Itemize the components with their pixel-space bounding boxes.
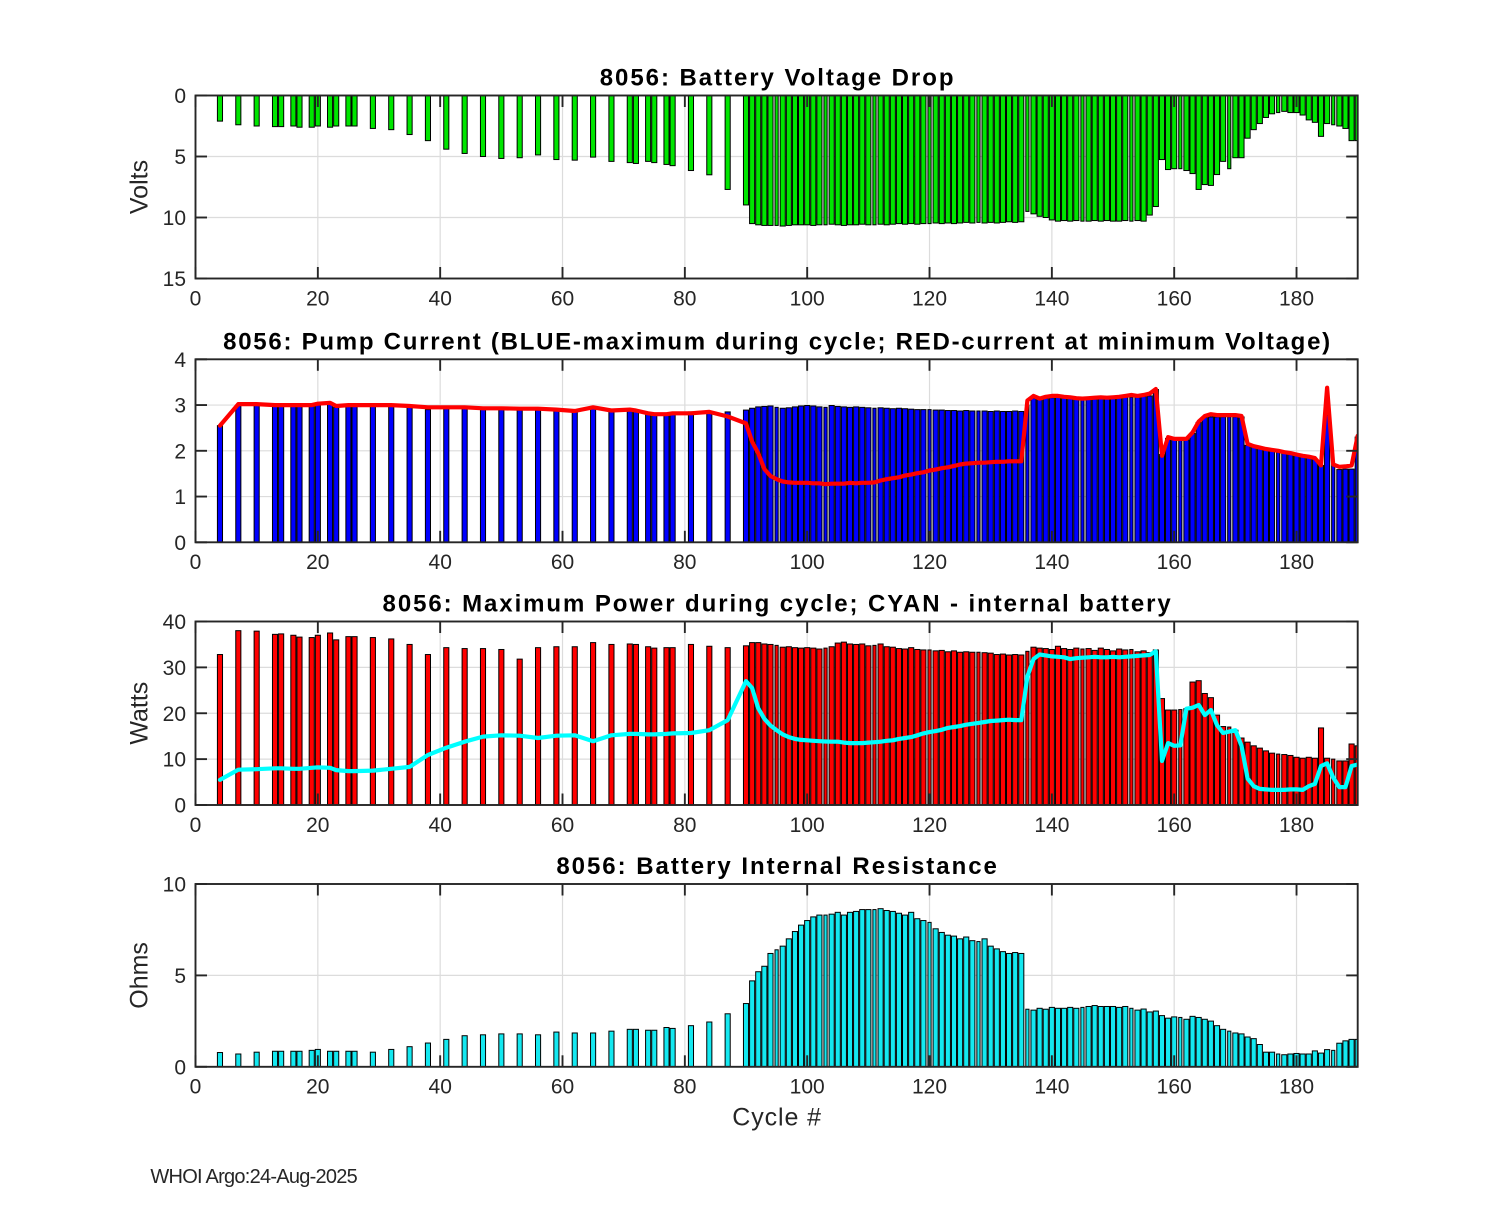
svg-text:0: 0 xyxy=(190,287,202,310)
svg-text:Ohms: Ohms xyxy=(126,942,154,1009)
svg-text:40: 40 xyxy=(429,287,452,310)
svg-text:0: 0 xyxy=(174,795,186,818)
svg-text:2: 2 xyxy=(174,440,186,463)
svg-text:20: 20 xyxy=(163,703,186,726)
svg-text:3: 3 xyxy=(174,395,186,418)
svg-text:Watts: Watts xyxy=(126,682,154,745)
svg-text:5: 5 xyxy=(174,146,186,169)
svg-text:100: 100 xyxy=(790,287,825,310)
svg-text:8056: Battery Voltage Drop: 8056: Battery Voltage Drop xyxy=(600,65,956,92)
svg-text:1: 1 xyxy=(174,486,186,509)
svg-text:8056: Battery Internal Resista: 8056: Battery Internal Resistance xyxy=(556,853,999,880)
svg-text:10: 10 xyxy=(163,874,186,897)
svg-text:0: 0 xyxy=(174,1056,186,1079)
svg-text:160: 160 xyxy=(1157,551,1192,574)
svg-text:60: 60 xyxy=(551,1076,574,1099)
svg-text:15: 15 xyxy=(163,268,186,291)
svg-text:WHOI Argo:24-Aug-2025: WHOI Argo:24-Aug-2025 xyxy=(150,1166,357,1188)
svg-text:160: 160 xyxy=(1157,1076,1192,1099)
svg-text:120: 120 xyxy=(912,551,947,574)
svg-text:0: 0 xyxy=(174,85,186,108)
svg-text:10: 10 xyxy=(163,749,186,772)
svg-text:80: 80 xyxy=(673,287,696,310)
svg-text:10: 10 xyxy=(163,207,186,230)
svg-text:100: 100 xyxy=(790,551,825,574)
svg-text:140: 140 xyxy=(1034,287,1069,310)
svg-text:40: 40 xyxy=(429,1076,452,1099)
svg-text:60: 60 xyxy=(551,287,574,310)
svg-text:80: 80 xyxy=(673,814,696,837)
svg-text:80: 80 xyxy=(673,551,696,574)
svg-text:160: 160 xyxy=(1157,814,1192,837)
svg-text:0: 0 xyxy=(190,551,202,574)
svg-text:120: 120 xyxy=(912,287,947,310)
svg-text:100: 100 xyxy=(790,814,825,837)
svg-text:40: 40 xyxy=(163,611,186,634)
svg-text:Cycle #: Cycle # xyxy=(732,1104,822,1132)
svg-text:4: 4 xyxy=(174,349,186,372)
svg-text:140: 140 xyxy=(1034,551,1069,574)
svg-text:100: 100 xyxy=(790,1076,825,1099)
svg-text:180: 180 xyxy=(1279,287,1314,310)
svg-text:40: 40 xyxy=(429,814,452,837)
svg-text:60: 60 xyxy=(551,551,574,574)
svg-text:0: 0 xyxy=(190,1076,202,1099)
svg-text:20: 20 xyxy=(306,551,329,574)
svg-text:120: 120 xyxy=(912,1076,947,1099)
svg-text:30: 30 xyxy=(163,657,186,680)
svg-text:140: 140 xyxy=(1034,1076,1069,1099)
svg-text:8056: Maximum Power during cyc: 8056: Maximum Power during cycle; CYAN -… xyxy=(383,591,1173,618)
svg-text:140: 140 xyxy=(1034,814,1069,837)
svg-text:180: 180 xyxy=(1279,814,1314,837)
svg-text:0: 0 xyxy=(190,814,202,837)
svg-text:8056: Pump Current (BLUE-maxim: 8056: Pump Current (BLUE-maximum during … xyxy=(223,328,1332,355)
svg-text:180: 180 xyxy=(1279,1076,1314,1099)
svg-text:0: 0 xyxy=(174,532,186,555)
svg-text:160: 160 xyxy=(1157,287,1192,310)
svg-text:60: 60 xyxy=(551,814,574,837)
svg-text:20: 20 xyxy=(306,814,329,837)
svg-text:Volts: Volts xyxy=(126,160,154,214)
svg-text:5: 5 xyxy=(174,965,186,988)
svg-text:20: 20 xyxy=(306,287,329,310)
svg-text:80: 80 xyxy=(673,1076,696,1099)
svg-text:120: 120 xyxy=(912,814,947,837)
svg-text:40: 40 xyxy=(429,551,452,574)
svg-text:20: 20 xyxy=(306,1076,329,1099)
svg-text:180: 180 xyxy=(1279,551,1314,574)
